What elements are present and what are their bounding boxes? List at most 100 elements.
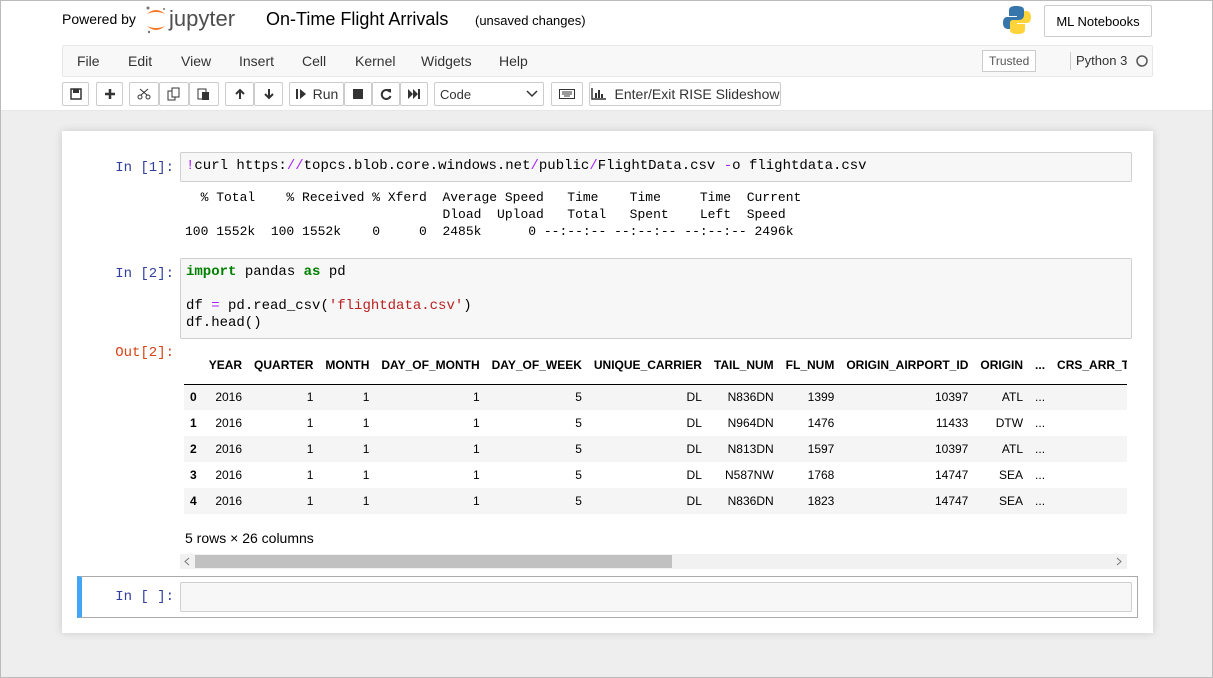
table-cell: 11433: [935, 416, 969, 430]
copy-button[interactable]: [159, 82, 189, 106]
column-header: MONTH: [319, 346, 376, 385]
table-cell: 5: [575, 494, 582, 508]
cell-type-select[interactable]: Code: [434, 82, 544, 106]
command-palette-button[interactable]: [551, 82, 583, 106]
table-row: 4 2016 1 1 1 5 DL N836DN 1823 14747 SEA...: [184, 488, 1127, 514]
table-cell: 1: [472, 468, 480, 482]
menu-item[interactable]: Insert: [239, 53, 275, 69]
menu-item[interactable]: File: [77, 53, 100, 69]
output-line: % Total % Received % Xferd Average Speed…: [185, 190, 802, 205]
paste-button[interactable]: [189, 82, 219, 106]
code-token: topcs.blob.core.windows.net: [303, 158, 531, 174]
python-logo: [1003, 6, 1031, 34]
code-input[interactable]: [180, 582, 1132, 612]
table-cell: 5: [575, 468, 582, 482]
header-row: YEAR QUARTER MONTH DAY_OF_MONTH DAY_OF_WEEK U…: [184, 346, 1127, 385]
code-input[interactable]: import pandas as pd df = pd.read_csv('fli…: [180, 258, 1132, 339]
code-token: curl https:: [194, 158, 287, 174]
table-cell: DTW: [995, 416, 1024, 430]
column-header: TAIL_NUM: [707, 346, 780, 385]
table-cell: 1: [362, 468, 370, 482]
table-cell: DL: [686, 442, 702, 456]
horizontal-scrollbar[interactable]: [180, 554, 1127, 569]
table-cell: [1051, 462, 1127, 488]
table-cell: [1051, 488, 1127, 514]
row-index: 2: [190, 442, 197, 456]
table-cell: 14747: [934, 494, 969, 508]
index-header: [184, 346, 203, 385]
code-token: ): [463, 298, 472, 314]
menu-item[interactable]: Edit: [128, 53, 153, 69]
table-cell: [1051, 410, 1127, 436]
cut-button[interactable]: [129, 82, 159, 106]
code-token: df.head(): [186, 315, 262, 331]
table-cell: 2016: [215, 442, 243, 456]
menu-item[interactable]: Cell: [302, 53, 327, 69]
table-cell: 1: [306, 494, 314, 508]
code-token: 'flightdata.csv': [328, 298, 464, 314]
trusted-indicator[interactable]: Trusted: [982, 50, 1037, 72]
table-cell: 1768: [807, 468, 835, 482]
selected-cell[interactable]: [77, 576, 1138, 618]
rise-button[interactable]: Enter/Exit RISE Slideshow: [589, 82, 781, 106]
menu-item[interactable]: Widgets: [421, 53, 472, 69]
dataframe-table: YEAR QUARTER MONTH DAY_OF_MONTH DAY_OF_WEEK U…: [184, 346, 1127, 514]
code-token: public: [538, 158, 590, 174]
table-cell: ...: [1035, 468, 1046, 482]
code-token: -: [723, 158, 733, 174]
notebook-title[interactable]: On-Time Flight Arrivals: [266, 9, 449, 29]
table-cell: DL: [686, 468, 702, 482]
ml-notebooks-button[interactable]: ML Notebooks: [1044, 5, 1152, 37]
table-cell: 1: [472, 416, 480, 430]
column-header: QUARTER: [248, 346, 320, 385]
header: Powered by jupyter On-Time Flight Arriva…: [1, 1, 1212, 111]
row-index: 0: [190, 390, 197, 405]
cell-type-value: Code: [440, 86, 472, 102]
table-cell: 2016: [215, 390, 243, 405]
table-cell: SEA: [999, 494, 1024, 508]
menu-item[interactable]: Help: [499, 53, 528, 69]
table-cell: 2016: [215, 468, 243, 482]
table-cell: 1: [306, 390, 314, 405]
table-cell: ...: [1035, 416, 1046, 430]
save-button[interactable]: [62, 82, 89, 106]
menu-item[interactable]: View: [181, 53, 212, 69]
table-cell: 10397: [934, 390, 969, 405]
run-button[interactable]: Run: [289, 82, 344, 106]
table-cell: 1: [362, 494, 370, 508]
code-token: as: [303, 264, 321, 280]
code-line: df.head(): [186, 315, 1126, 332]
table-cell: 1: [306, 442, 314, 456]
code-token: !: [186, 158, 195, 174]
table-row: 1 2016 1 1 1 5 DL N964DN 1476 11433 DTW...: [184, 410, 1127, 436]
table-cell: N836DN: [727, 494, 774, 508]
code-token: /: [530, 158, 539, 174]
code-token: //: [286, 158, 304, 174]
output-prompt: Out[2]:: [115, 345, 174, 361]
interrupt-button[interactable]: [344, 82, 372, 106]
dataframe-output: YEAR QUARTER MONTH DAY_OF_MONTH DAY_OF_WEEK U…: [184, 346, 1127, 516]
table-cell: [1051, 384, 1127, 410]
move-down-button[interactable]: [254, 82, 283, 106]
menu-item[interactable]: Kernel: [355, 53, 396, 69]
scrollbar-thumb[interactable]: [195, 555, 672, 568]
stream-output: % Total % Received % Xferd Average Speed…: [185, 189, 801, 240]
row-index: 3: [190, 468, 197, 482]
dataframe-shape: 5 rows × 26 columns: [185, 530, 314, 546]
kernel-name: Python 3: [1076, 53, 1128, 68]
table-cell: 1: [472, 442, 480, 456]
insert-cell-button[interactable]: [96, 82, 123, 106]
table-cell: ...: [1035, 442, 1046, 456]
code-input[interactable]: !curl https://topcs.blob.core.windows.ne…: [180, 152, 1132, 182]
restart-button[interactable]: [372, 82, 400, 106]
row-index: 4: [190, 494, 197, 508]
move-up-button[interactable]: [225, 82, 254, 106]
column-header: YEAR: [202, 346, 249, 385]
table-cell: 1: [362, 390, 370, 405]
restart-run-all-button[interactable]: [400, 82, 428, 106]
table-cell: 1: [362, 442, 370, 456]
table-cell: 1: [472, 494, 480, 508]
code-token: =: [211, 298, 220, 314]
